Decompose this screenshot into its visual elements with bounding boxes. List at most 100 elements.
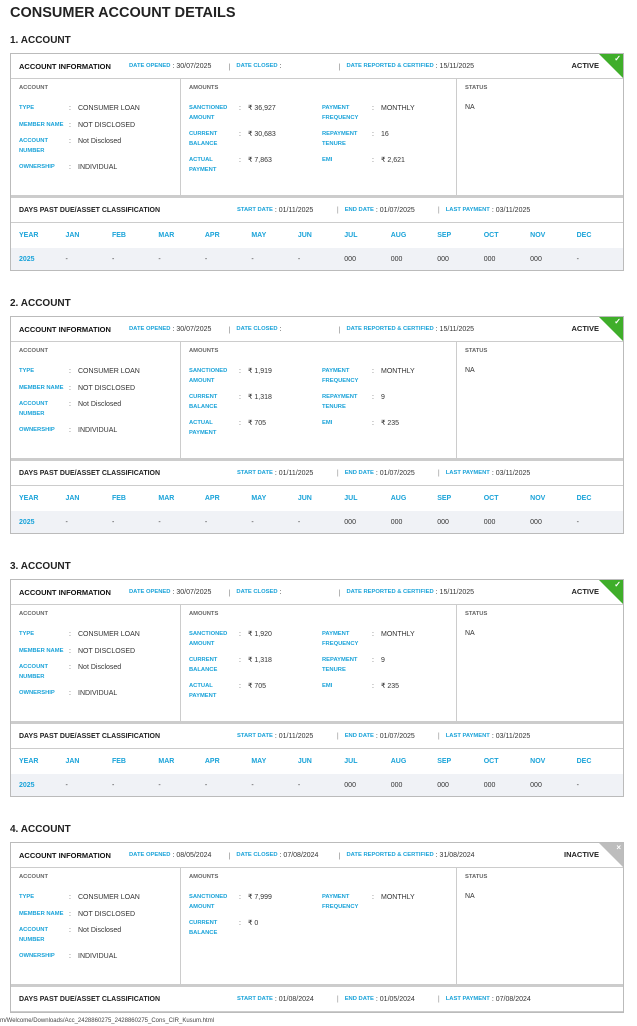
account-info-header: ACCOUNT INFORMATION DATE OPENED: 30/07/2… bbox=[11, 317, 623, 342]
field-type: TYPE: CONSUMER LOAN bbox=[19, 893, 172, 903]
payment-frequency-value: MONTHLY bbox=[381, 631, 415, 638]
dpd-cell: - bbox=[297, 255, 301, 263]
ownership-label: OWNERSHIP bbox=[19, 953, 55, 959]
field-sanctioned-amount: SANCTIONED AMOUNT: ₹ 7,999 bbox=[189, 893, 322, 912]
payment-frequency-label: PAYMENT FREQUENCY bbox=[322, 631, 359, 647]
account-card: ACCOUNT INFORMATION DATE OPENED: 30/07/2… bbox=[10, 53, 624, 271]
colon: : bbox=[239, 683, 241, 690]
last-payment-label: LAST PAYMENT bbox=[445, 470, 490, 476]
date-reported-value: : 31/08/2024 bbox=[435, 851, 475, 859]
separator: | bbox=[437, 206, 440, 214]
account-title: 2. ACCOUNT bbox=[10, 298, 71, 309]
field-current-balance: CURRENT BALANCE: ₹ 1,318 bbox=[189, 656, 322, 675]
month-header: DEC bbox=[576, 495, 592, 502]
dpd-header: DAYS PAST DUE/ASSET CLASSIFICATION START… bbox=[11, 724, 623, 749]
account-number-value: Not Disclosed bbox=[78, 664, 122, 671]
sanctioned-amount-value: ₹ 1,920 bbox=[248, 631, 272, 638]
dpd-cell: - bbox=[576, 781, 579, 789]
account-info-header: ACCOUNT INFORMATION DATE OPENED: 30/07/2… bbox=[11, 580, 623, 605]
month-header: OCT bbox=[483, 495, 499, 502]
file-path-footer: m/Welcome/Downloads/Acc_2428860275_24288… bbox=[0, 1018, 215, 1024]
dpd-values-row: 2025 - - - - - - 000 000 000 000 000 - bbox=[11, 511, 623, 533]
member-name-label: MEMBER NAME bbox=[19, 384, 64, 391]
member-name-label: MEMBER NAME bbox=[19, 647, 64, 654]
account-number-value: Not Disclosed bbox=[78, 927, 122, 934]
month-header: JUL bbox=[344, 232, 358, 239]
dpd-cell: 000 bbox=[344, 781, 356, 789]
month-header: YEAR bbox=[19, 232, 39, 239]
account-status-badge: INACTIVE bbox=[563, 850, 599, 859]
amounts-section: AMOUNTS SANCTIONED AMOUNT: ₹ 1,920 PAYMENT… bbox=[181, 605, 457, 721]
account-status-badge: ACTIVE bbox=[571, 61, 599, 70]
dpd-cell: - bbox=[576, 518, 579, 526]
field-member-name: MEMBER NAME: NOT DISCLOSED bbox=[19, 647, 172, 657]
account-body: ACCOUNT TYPE: CONSUMER LOAN MEMBER NAME: NO… bbox=[11, 868, 623, 987]
account-body: ACCOUNT TYPE: CONSUMER LOAN MEMBER NAME: NO… bbox=[11, 79, 623, 198]
month-header: JAN bbox=[65, 495, 80, 502]
actual-payment-label: ACTUAL PAYMENT bbox=[189, 420, 217, 436]
field-account-number: ACCOUNT NUMBER: Not Disclosed bbox=[19, 400, 172, 419]
end-date-value: : 01/05/2024 bbox=[375, 995, 415, 1003]
date-closed-value: : bbox=[279, 62, 282, 70]
member-name-value: NOT DISCLOSED bbox=[78, 910, 136, 918]
status-section: STATUS NA bbox=[457, 868, 623, 984]
separator: | bbox=[228, 850, 231, 860]
emi-value: ₹ 235 bbox=[381, 420, 400, 427]
month-header: DEC bbox=[576, 758, 592, 765]
type-value: CONSUMER LOAN bbox=[78, 631, 140, 638]
account-title: 1. ACCOUNT bbox=[10, 35, 71, 46]
dpd-cell: - bbox=[251, 255, 254, 263]
close-icon: × bbox=[616, 843, 621, 852]
dpd-header: DAYS PAST DUE/ASSET CLASSIFICATION START… bbox=[11, 461, 623, 486]
last-payment-value: : 03/11/2025 bbox=[491, 206, 531, 214]
status-section: STATUS NA bbox=[457, 79, 623, 195]
start-date-value: : 01/11/2025 bbox=[274, 206, 314, 214]
type-label: TYPE bbox=[19, 368, 35, 374]
account-section: ACCOUNT TYPE: CONSUMER LOAN MEMBER NAME: NO… bbox=[11, 79, 181, 195]
month-header: MAY bbox=[251, 495, 267, 502]
status-section-heading: STATUS bbox=[465, 611, 488, 617]
account-information-heading: ACCOUNT INFORMATION bbox=[19, 324, 111, 334]
month-header: FEB bbox=[111, 232, 126, 239]
ownership-label: OWNERSHIP bbox=[19, 427, 55, 433]
current-balance-label: CURRENT BALANCE bbox=[189, 394, 218, 410]
account-number-label: ACCOUNT NUMBER bbox=[19, 664, 48, 680]
date-closed-value: : 07/08/2024 bbox=[279, 851, 319, 859]
colon: : bbox=[372, 105, 374, 112]
current-balance-value: ₹ 30,683 bbox=[248, 131, 276, 138]
month-header: JAN bbox=[65, 758, 80, 765]
member-name-value: NOT DISCLOSED bbox=[78, 384, 136, 392]
account-info-header: ACCOUNT INFORMATION DATE OPENED: 08/05/2… bbox=[11, 843, 623, 868]
colon: : bbox=[239, 894, 241, 901]
member-name-label: MEMBER NAME bbox=[19, 910, 64, 917]
field-payment-frequency: PAYMENT FREQUENCY: MONTHLY bbox=[322, 630, 452, 649]
amounts-section-heading: AMOUNTS bbox=[189, 611, 219, 617]
dpd-cell: - bbox=[576, 255, 579, 263]
date-closed-label: DATE CLOSED bbox=[236, 852, 278, 858]
field-account-number: ACCOUNT NUMBER: Not Disclosed bbox=[19, 663, 172, 682]
amounts-section: AMOUNTS SANCTIONED AMOUNT: ₹ 36,927 PAYMEN… bbox=[181, 79, 457, 195]
colon: : bbox=[372, 394, 374, 401]
date-reported-value: : 15/11/2025 bbox=[435, 588, 475, 596]
months-header-row: YEAR JAN FEB MAR APR MAY JUN JUL AUG SEP OCT NOV DEC bbox=[11, 749, 623, 774]
month-header: JUN bbox=[297, 758, 312, 765]
date-reported-label: DATE REPORTED & CERTIFIED bbox=[346, 852, 434, 858]
start-date-value: : 01/11/2025 bbox=[274, 732, 314, 740]
emi-label: EMI bbox=[322, 420, 333, 426]
dpd-heading: DAYS PAST DUE/ASSET CLASSIFICATION bbox=[19, 469, 161, 477]
ownership-label: OWNERSHIP bbox=[19, 690, 55, 696]
dpd-cell: 2025 bbox=[19, 518, 35, 526]
colon: : bbox=[239, 631, 241, 638]
member-name-value: NOT DISCLOSED bbox=[78, 121, 136, 129]
colon: : bbox=[239, 420, 241, 427]
colon: : bbox=[239, 368, 241, 375]
start-date-label: START DATE bbox=[237, 996, 273, 1002]
date-reported-label: DATE REPORTED & CERTIFIED bbox=[346, 63, 434, 69]
field-current-balance: CURRENT BALANCE: ₹ 1,318 bbox=[189, 393, 322, 412]
dpd-cell: - bbox=[204, 255, 208, 263]
month-header: YEAR bbox=[19, 758, 39, 765]
type-value: CONSUMER LOAN bbox=[78, 894, 140, 901]
account-number-value: Not Disclosed bbox=[78, 401, 122, 408]
dpd-cell: 2025 bbox=[19, 255, 35, 263]
colon: : bbox=[372, 657, 374, 664]
